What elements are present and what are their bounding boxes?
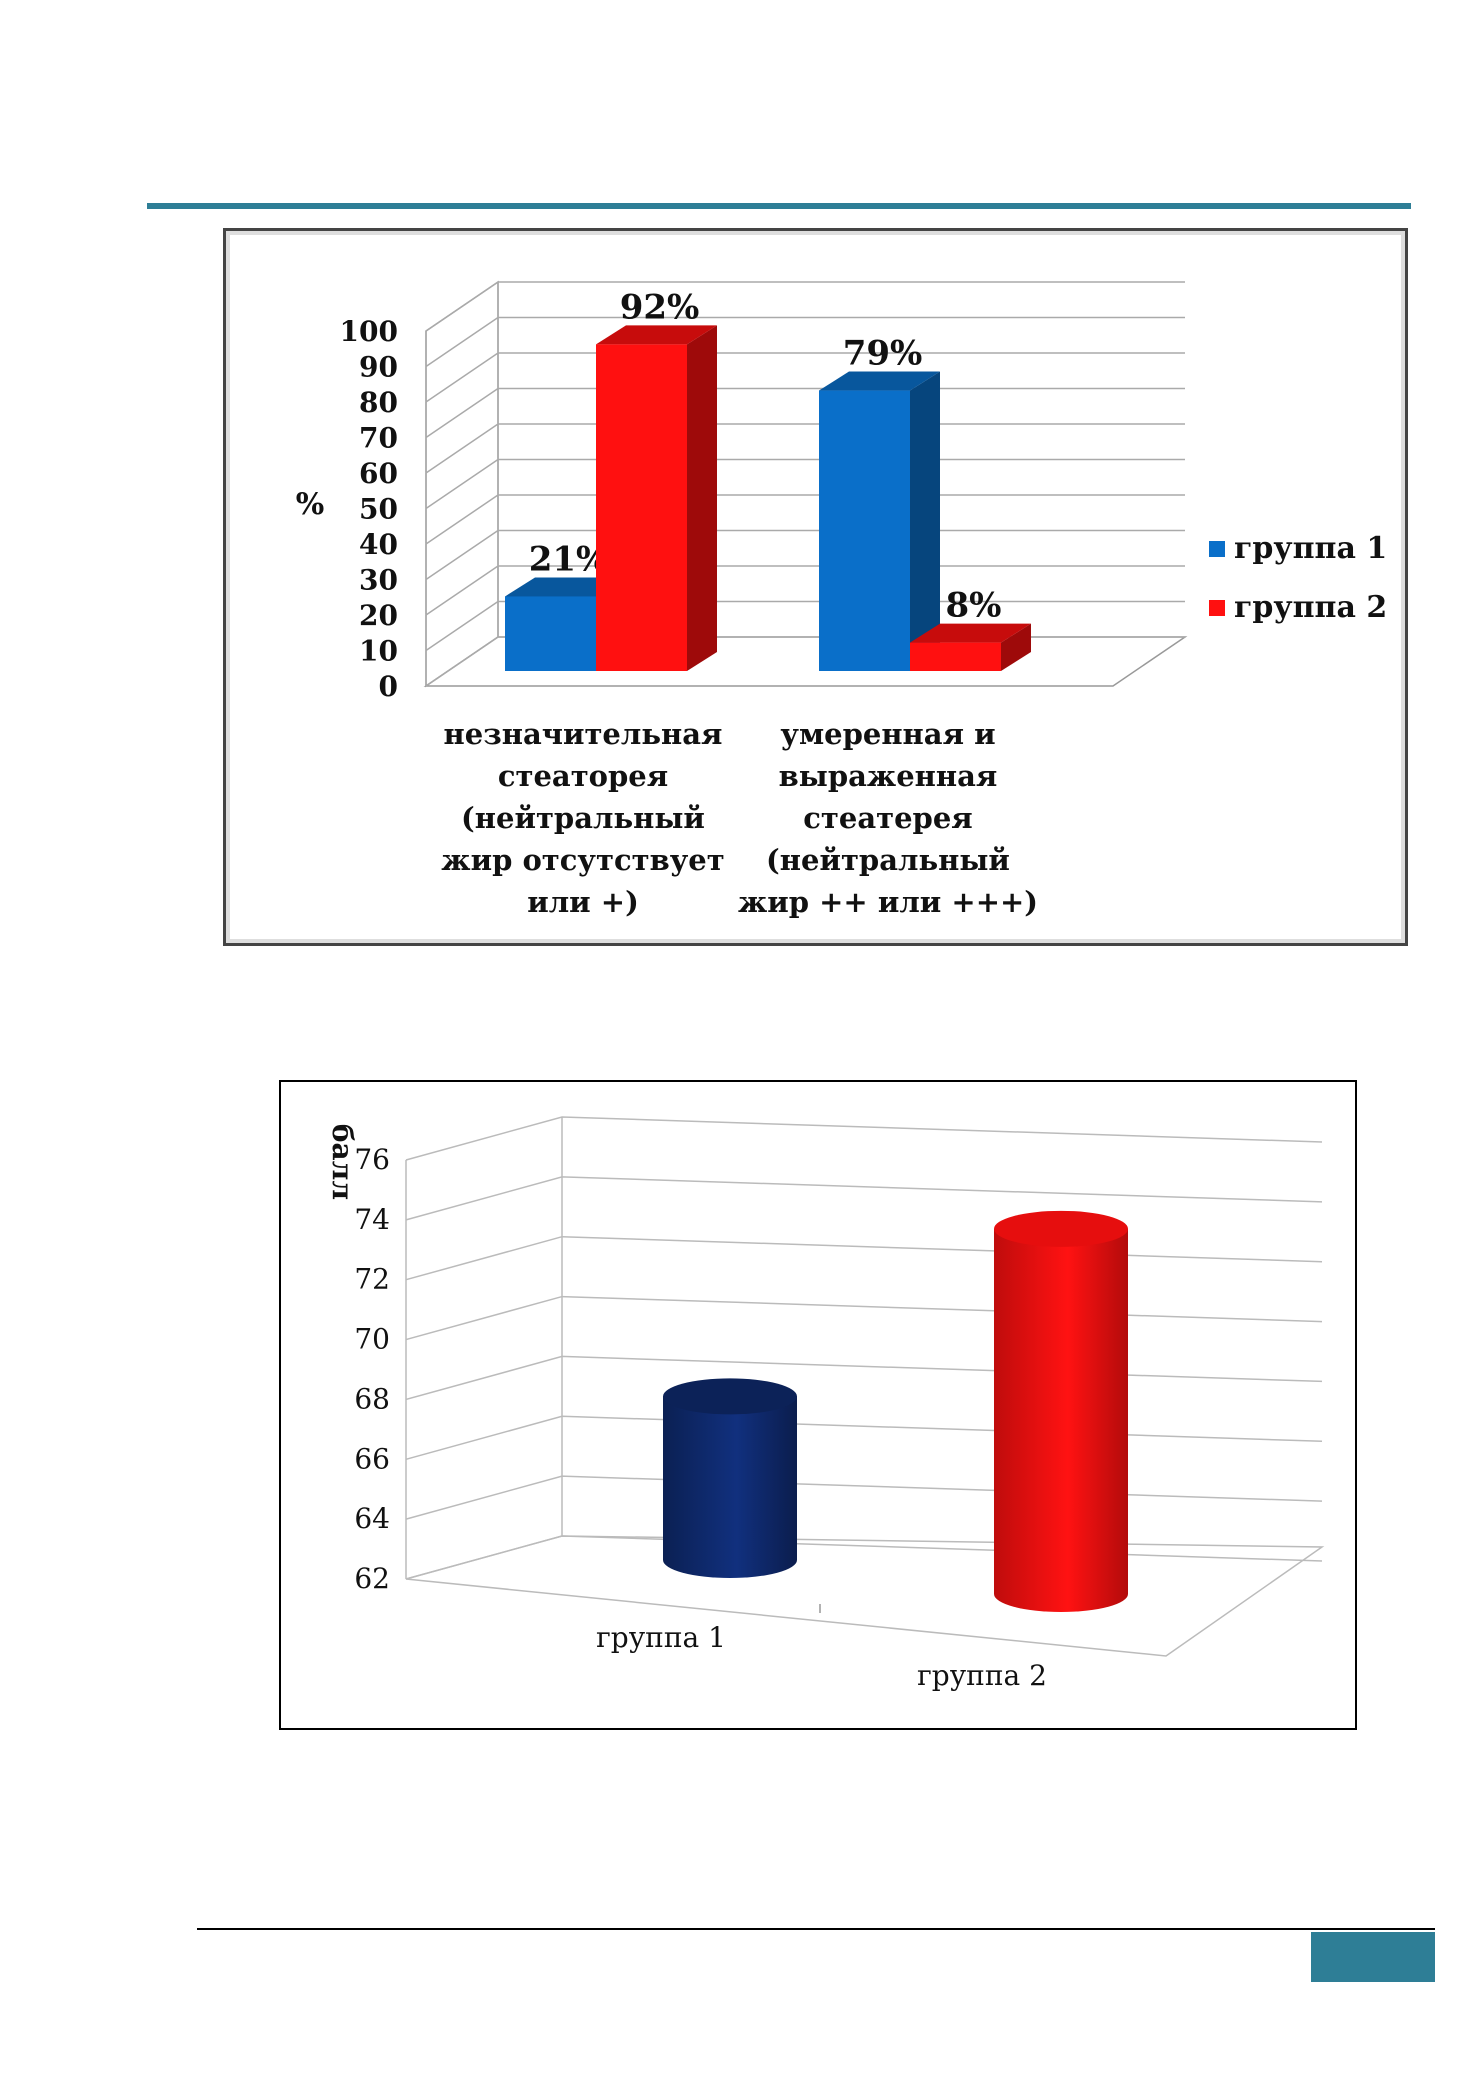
- chart2-y-tick-label: 74: [354, 1203, 390, 1236]
- chart2-y-tick-label: 64: [354, 1502, 390, 1535]
- chart1-bar: [910, 642, 1001, 671]
- chart1-bar-top: [819, 371, 940, 391]
- chart1-category-label: стеатерея: [803, 801, 972, 835]
- chart1-category-label: стеаторея: [498, 759, 668, 793]
- chart1-gridline: [425, 316, 1185, 368]
- chart1-category-label: жир ++ или +++): [738, 885, 1038, 919]
- chart2-floor: [405, 1535, 1325, 1657]
- chart1-legend-swatch: [1209, 541, 1225, 557]
- chart1-category-label: (нейтральный: [461, 801, 705, 835]
- chart1-category-label: выраженная: [779, 759, 998, 793]
- chart2-gridline: [405, 1235, 1323, 1281]
- chart1-gridline: [425, 423, 1185, 474]
- chart1-y-tick-label: 10: [359, 635, 398, 668]
- chart1-bar: [596, 344, 687, 671]
- chart1-legend-swatch: [1209, 600, 1225, 616]
- chart1-gridline: [425, 494, 1185, 545]
- chart2-y-tick-label: 76: [354, 1143, 390, 1176]
- chart2-cylinder: [663, 1396, 797, 1578]
- chart1-y-tick-label: 40: [359, 528, 398, 561]
- chart1-category-label: или +): [527, 885, 639, 919]
- chart1-bar-top: [910, 623, 1031, 643]
- chart2-cylinder: [994, 1228, 1128, 1612]
- chart1-category-label: (нейтральный: [766, 843, 1010, 877]
- chart2-gridline: [405, 1295, 1323, 1341]
- chart1-y-tick-label: 50: [359, 493, 398, 526]
- chart1-y-tick-label: 100: [340, 315, 398, 348]
- chart1-data-label: 79%: [843, 334, 923, 374]
- page-number-tab: [1311, 1932, 1435, 1982]
- chart2-y-tick-label: 70: [354, 1323, 390, 1356]
- chart1-gridline: [425, 281, 1185, 332]
- chart1-data-label: 92%: [620, 287, 700, 327]
- chart1-category-label: жир отсутствует: [441, 843, 724, 877]
- chart1-data-label: 8%: [946, 586, 1002, 626]
- chart1-frame: 0 10 20 30 40 50 60 70 80 90 100% 21% 79% 92% 8% незнач…: [223, 228, 1408, 946]
- chart1-y-tick-label: 60: [359, 457, 398, 490]
- chart2-y-tick-label: 72: [354, 1263, 390, 1296]
- chart1-bar-side: [1001, 623, 1031, 671]
- chart1-y-tick-label: 30: [359, 564, 398, 597]
- chart1-bar: [505, 596, 596, 671]
- chart1-gridline: [425, 565, 1185, 616]
- chart1-gridline: [425, 600, 1185, 652]
- chart1-data-label: 21%: [529, 539, 609, 579]
- chart1-gridline: [425, 352, 1185, 403]
- chart2-category-label: группа 2: [917, 1659, 1047, 1692]
- chart1-gridline: [425, 529, 1185, 581]
- chart2-y-tick-label: 66: [354, 1442, 390, 1475]
- chart2-gridline: [405, 1176, 1323, 1221]
- chart1-y-tick-label: 0: [379, 670, 398, 703]
- chart2-gridline: [405, 1535, 1323, 1580]
- chart2-y-axis-label: балл: [326, 1124, 359, 1200]
- chart1-bar-side: [910, 371, 940, 671]
- chart1-category-label: умеренная и: [780, 717, 995, 751]
- chart1-bar-side: [687, 325, 717, 671]
- chart2-cylinder-top: [994, 1210, 1128, 1247]
- top-rule: [147, 203, 1411, 209]
- chart1-bar-top: [505, 577, 626, 597]
- chart1-category-label: незначительная: [444, 717, 723, 751]
- chart2-gridline: [405, 1475, 1323, 1520]
- chart2-gridline: [405, 1355, 1323, 1401]
- chart1-gridline: [425, 458, 1185, 510]
- chart1-bar: [819, 390, 910, 671]
- chart1-bar-top: [596, 325, 717, 345]
- chart1-legend-label: группа 1: [1234, 531, 1387, 566]
- chart2-category-label: группа 1: [596, 1621, 726, 1654]
- chart2-gridline: [405, 1415, 1323, 1461]
- chart2-cylinder-top: [663, 1378, 797, 1415]
- chart2-y-tick-label: 62: [354, 1562, 390, 1595]
- chart1-y-tick-label: 80: [359, 386, 398, 419]
- chart2-y-tick-label: 68: [354, 1382, 390, 1415]
- chart1-y-tick-label: 70: [359, 422, 398, 455]
- chart2-frame: 62 64 66 68 70 72 74 76 балл группа 1 группа 2: [279, 1080, 1357, 1730]
- bottom-rule: [197, 1928, 1435, 1930]
- chart2-gridline: [405, 1116, 1323, 1161]
- chart1-y-tick-label: 20: [359, 599, 398, 632]
- chart1-y-tick-label: 90: [359, 351, 398, 384]
- chart1-legend-label: группа 2: [1234, 590, 1387, 625]
- chart1-gridline: [425, 387, 1185, 439]
- chart1-y-axis-label: %: [296, 487, 325, 522]
